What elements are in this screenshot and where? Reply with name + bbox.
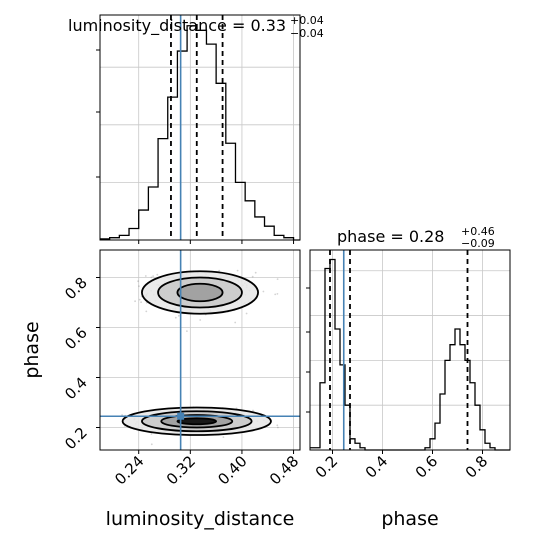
x-tick-label: 0.32 (163, 452, 199, 488)
histogram-phase (310, 258, 510, 451)
scatter-point (276, 278, 279, 280)
scatter-point (254, 271, 257, 274)
x-tick-label: 0.8 (462, 452, 492, 482)
scatter-point (252, 409, 254, 412)
x-tick-label: 0.24 (111, 452, 147, 488)
title-minus: −0.09 (461, 237, 495, 250)
scatter-point (152, 275, 155, 277)
scatter-point (222, 436, 225, 438)
scatter-point (140, 301, 143, 304)
x-tick-label: 0.48 (266, 452, 302, 488)
y-tick-label: 0.8 (61, 274, 91, 304)
truth-marker (177, 412, 185, 420)
scatter-point (174, 316, 177, 319)
scatter-point (137, 280, 140, 283)
scatter-point (138, 285, 140, 288)
scatter-point (276, 424, 279, 427)
scatter-point (218, 269, 221, 272)
scatter-point (199, 319, 202, 321)
y-tick-label: 0.6 (61, 324, 91, 354)
y-axis-label: phase (21, 321, 43, 378)
scatter-point (177, 314, 180, 317)
scatter-point (156, 273, 159, 276)
title-luminosity-distance: luminosity_distance = 0.33 +0.04−0.04 (68, 14, 324, 40)
scatter-point (236, 269, 239, 272)
y-tick-label: 0.2 (61, 424, 91, 454)
axes-frame (309, 249, 511, 451)
axes-frame (99, 14, 301, 241)
scatter-point (251, 275, 254, 278)
x-axis-label: luminosity_distance (106, 508, 295, 530)
scatter-point (150, 276, 153, 279)
scatter-point (274, 293, 277, 296)
x-tick-label: 0.40 (214, 452, 250, 488)
x-tick-label: 0.6 (412, 452, 442, 482)
title-plus: +0.04 (290, 14, 324, 27)
scatter-point (134, 300, 137, 303)
title-text: luminosity_distance = 0.33 (68, 16, 286, 36)
scatter-point (276, 293, 279, 295)
scatter-point (144, 275, 147, 277)
x-axis-label: phase (381, 508, 438, 530)
scatter-point (245, 312, 248, 315)
scatter-point (277, 426, 279, 429)
density-contour (176, 417, 218, 426)
scatter-point (262, 290, 265, 293)
scatter-point (138, 298, 141, 301)
scatter-point (150, 433, 153, 435)
title-phase: phase = 0.28 +0.46−0.09 (337, 225, 495, 250)
scatter-point (150, 443, 153, 446)
title-text: phase = 0.28 (337, 227, 444, 246)
x-tick-label: 0.2 (312, 452, 342, 482)
scatter-point (186, 330, 188, 332)
histogram-luminosity-distance (100, 25, 300, 241)
title-minus: −0.04 (290, 27, 324, 40)
scatter-point (145, 310, 148, 313)
axes-frame (99, 249, 301, 451)
y-tick-label: 0.4 (61, 374, 91, 404)
x-tick-label: 0.4 (362, 452, 392, 482)
title-plus: +0.46 (461, 225, 495, 238)
scatter-point (234, 321, 237, 324)
density-contour (176, 282, 224, 303)
